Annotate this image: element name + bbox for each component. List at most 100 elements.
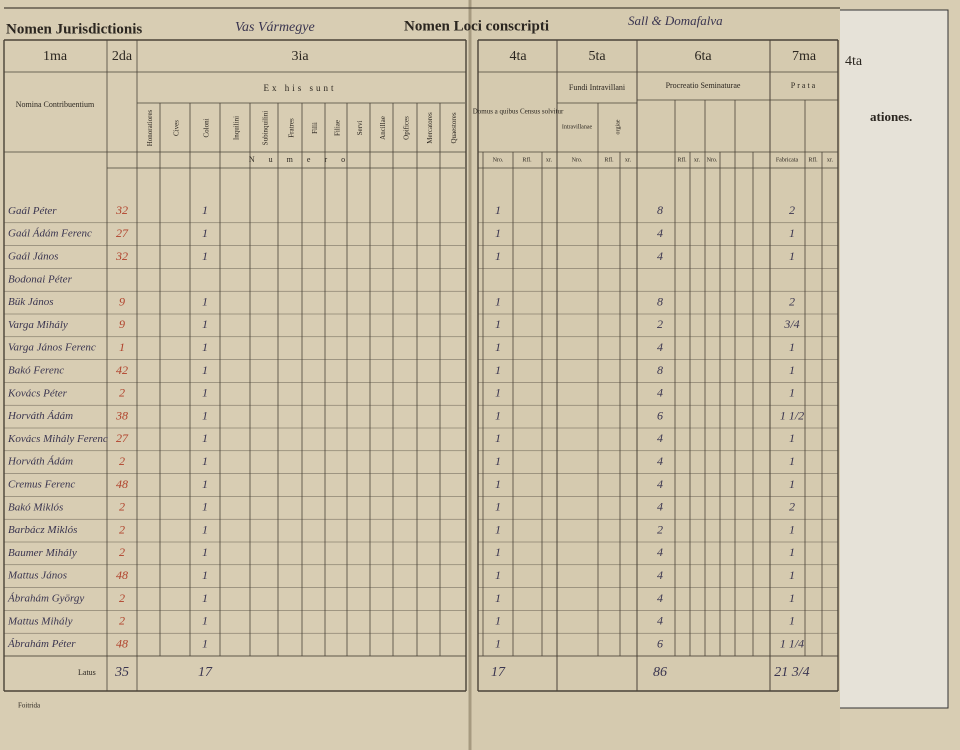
subheader: xr. xyxy=(546,157,553,163)
entry: 1 xyxy=(789,522,795,536)
category-label: Coloni xyxy=(203,118,211,137)
entry: 2 xyxy=(119,454,125,468)
entry: 2 xyxy=(789,500,795,514)
column-header: Domus a quibus Census solvitur xyxy=(473,108,564,116)
entry: 1 xyxy=(495,294,501,308)
entry: 1 xyxy=(789,477,795,491)
contributor-name: Baumer Mihály xyxy=(8,547,77,559)
column-header: Ex his sunt xyxy=(263,83,336,93)
entry: 1 xyxy=(202,431,208,445)
category-label: Inquilini xyxy=(233,116,241,140)
entry: 1 xyxy=(789,591,795,605)
entry: 48 xyxy=(116,477,128,491)
entry: 1 xyxy=(202,614,208,628)
entry: 1 xyxy=(495,249,501,263)
entry: 1 xyxy=(202,408,208,422)
entry: 1 xyxy=(202,636,208,650)
contributor-name: Gaál János xyxy=(8,251,58,263)
subheader: xr. xyxy=(827,157,834,163)
entry: 1 xyxy=(202,317,208,331)
contributor-name: Bakó Ferenc xyxy=(8,365,64,377)
entry: 4 xyxy=(657,226,663,240)
contributor-name: Ábrahám György xyxy=(7,593,84,605)
entry: 1 xyxy=(202,340,208,354)
entry: 1 xyxy=(202,568,208,582)
entry: 2 xyxy=(789,203,795,217)
total: 86 xyxy=(653,665,667,680)
entry: 42 xyxy=(116,363,128,377)
entry: 1 1/4 xyxy=(780,636,804,650)
entry: 1 xyxy=(495,317,501,331)
entry: 1 xyxy=(202,386,208,400)
category-label: Cives xyxy=(173,120,181,136)
entry: 38 xyxy=(115,408,128,422)
contributor-name: Kovács Mihály Ferenc xyxy=(7,433,108,445)
entry: 27 xyxy=(116,431,129,445)
contributor-name: Varga Mihály xyxy=(8,319,68,331)
entry: 1 xyxy=(495,568,501,582)
contributor-name: Varga János Ferenc xyxy=(8,342,96,354)
contributor-name: Bakó Miklós xyxy=(8,501,63,513)
subheader: Nro. xyxy=(572,157,583,163)
entry: 1 xyxy=(202,249,208,263)
entry: 1 xyxy=(495,203,501,217)
entry: 4 xyxy=(657,614,663,628)
column-number: 3ia xyxy=(291,49,309,64)
entry: 1 xyxy=(495,477,501,491)
locus-value: Sall & Domafalva xyxy=(628,13,723,28)
subheader: Nro. xyxy=(493,157,504,163)
category-label: Quaestores xyxy=(450,112,458,143)
contributor-name: Horváth Ádám xyxy=(7,456,73,468)
entry: 1 xyxy=(202,545,208,559)
entry: 32 xyxy=(115,249,128,263)
contributor-name: Gaál Ádám Ferenc xyxy=(8,228,92,240)
entry: 9 xyxy=(119,294,125,308)
entry: 1 xyxy=(789,363,795,377)
locus-label: Nomen Loci conscripti xyxy=(404,18,549,34)
entry: 48 xyxy=(116,636,128,650)
total: 35 xyxy=(114,665,129,680)
entry: 1 xyxy=(789,226,795,240)
entry: 4 xyxy=(657,454,663,468)
column-header: orgiae xyxy=(615,119,621,134)
entry: 1 xyxy=(789,431,795,445)
entry: 4 xyxy=(657,249,663,263)
column-header: Intravillanae xyxy=(562,124,593,130)
entry: 4 xyxy=(657,500,663,514)
category-label: Filii xyxy=(311,122,319,134)
total: 17 xyxy=(491,665,506,680)
column-number: 6ta xyxy=(694,49,712,64)
subheader: xr. xyxy=(625,157,632,163)
entry: 1 xyxy=(495,591,501,605)
contributor-name: Horváth Ádám xyxy=(7,410,73,422)
entry: 2 xyxy=(657,522,663,536)
numero-label: N u m e r o xyxy=(249,155,351,164)
entry: 1 xyxy=(495,363,501,377)
subheader: Rfl. xyxy=(677,156,687,163)
column-header: Procreatio Seminaturae xyxy=(666,81,741,90)
next-page xyxy=(837,9,949,709)
entry: 1 xyxy=(202,294,208,308)
entry: 27 xyxy=(116,226,129,240)
entry: 1 xyxy=(202,522,208,536)
entry: 1 xyxy=(202,591,208,605)
entry: 4 xyxy=(657,568,663,582)
column-header: Prata xyxy=(791,81,817,90)
entry: 1 xyxy=(202,363,208,377)
entry: 2 xyxy=(789,294,795,308)
contributor-name: Gaál Péter xyxy=(8,205,57,217)
category-label: Ancillae xyxy=(379,116,387,140)
footer: Foitrida xyxy=(18,702,41,710)
category-label: Servi xyxy=(356,121,364,136)
contributor-name: Bodonai Péter xyxy=(8,273,73,285)
entry: 1 xyxy=(495,454,501,468)
entry: 1 xyxy=(495,431,501,445)
entry: 1 xyxy=(495,226,501,240)
entry: 48 xyxy=(116,568,128,582)
entry: 2 xyxy=(119,386,125,400)
entry: 4 xyxy=(657,386,663,400)
contributor-name: Ábrahám Péter xyxy=(7,638,76,650)
entry: 1 xyxy=(789,454,795,468)
entry: 1 xyxy=(495,386,501,400)
entry: 8 xyxy=(657,363,663,377)
